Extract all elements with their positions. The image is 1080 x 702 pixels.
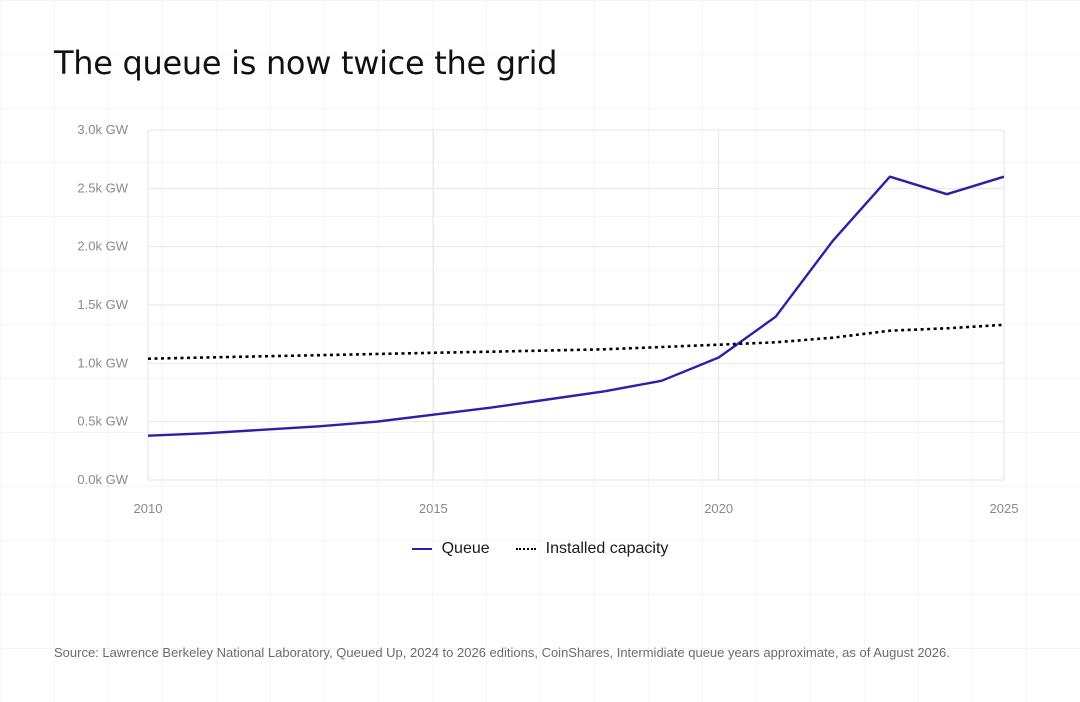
- y-tick-label: 0.0k GW: [77, 472, 128, 487]
- y-tick-label: 3.0k GW: [77, 122, 128, 137]
- legend-label-installed: Installed capacity: [545, 540, 669, 557]
- series-line-queue: [147, 175, 1005, 437]
- legend: Queue Installed capacity: [0, 540, 1080, 558]
- tick-layer: 0.0k GW 0.5k GW 1.0k GW 1.5k GW 2.0k GW 2.5k …: [77, 122, 1018, 516]
- y-tick-label: 0.5k GW: [77, 414, 128, 429]
- grid-layer: [147, 129, 1005, 481]
- legend-item-queue[interactable]: Queue: [411, 540, 490, 558]
- series-line-installed-capacity: [147, 323, 1005, 360]
- legend-swatch-installed: [515, 548, 536, 550]
- x-tick-label: 2025: [990, 501, 1019, 516]
- legend-item-installed[interactable]: Installed capacity: [515, 540, 669, 558]
- chart-title: The queue is now twice the grid: [54, 44, 558, 82]
- y-tick-label: 1.0k GW: [77, 355, 128, 370]
- x-tick-label: 2015: [419, 501, 448, 516]
- x-tick-label: 2010: [134, 501, 163, 516]
- legend-swatch-queue: [411, 548, 432, 550]
- y-tick-label: 2.5k GW: [77, 180, 128, 195]
- y-tick-label: 1.5k GW: [77, 297, 128, 312]
- legend-label-queue: Queue: [441, 540, 490, 557]
- series-layer: [147, 175, 1005, 437]
- x-tick-label: 2020: [704, 501, 733, 516]
- y-tick-label: 2.0k GW: [77, 239, 128, 254]
- source-note: Source: Lawrence Berkeley National Labor…: [54, 645, 950, 660]
